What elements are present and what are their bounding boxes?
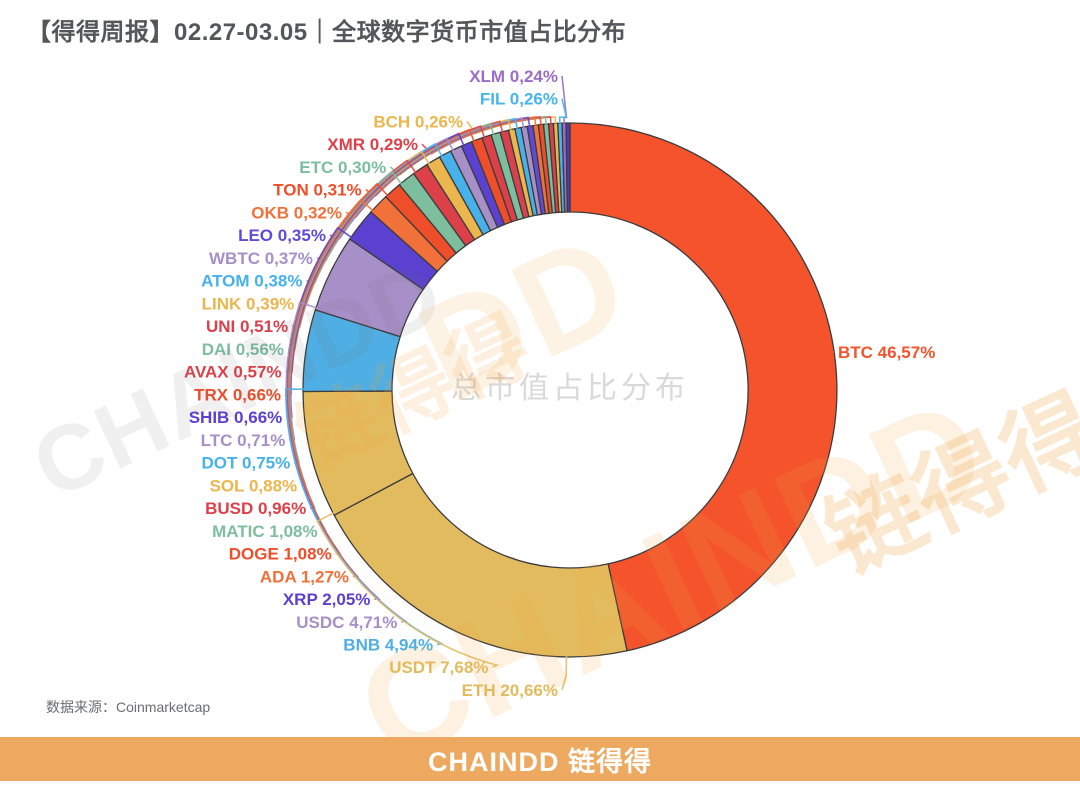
slice-label-DAI: DAI 0,56% xyxy=(202,340,284,359)
slice-label-WBTC: WBTC 0,37% xyxy=(209,249,313,268)
slice-label-SHIB: SHIB 0,66% xyxy=(189,408,283,427)
slice-label-BUSD: BUSD 0,96% xyxy=(205,499,306,518)
slice-label-LEO: LEO 0,35% xyxy=(238,226,326,245)
slice-label-SOL: SOL 0,88% xyxy=(210,476,298,495)
page-title: 【得得周报】02.27-03.05｜全球数字货币市值占比分布 xyxy=(27,12,626,47)
slice-label-LTC: LTC 0,71% xyxy=(201,431,286,450)
slice-label-BTC: BTC 46,57% xyxy=(838,343,935,362)
slice-label-UNI: UNI 0,51% xyxy=(206,317,288,336)
slice-label-TRX: TRX 0,66% xyxy=(194,385,281,404)
chaindd-logo: CHAINDD 链得得 xyxy=(428,740,652,779)
slice-label-DOGE: DOGE 1,08% xyxy=(229,545,332,564)
slice-label-DOT: DOT 0,75% xyxy=(201,454,290,473)
slice-label-XLM: XLM 0,24% xyxy=(469,67,558,86)
slice-label-ADA: ADA 1,27% xyxy=(260,567,349,586)
slice-label-ATOM: ATOM 0,38% xyxy=(201,272,302,291)
market-cap-donut-chart: XLM 0,24% FIL 0,26% BCH 0,26% XMR 0,29% ETC … xyxy=(0,0,1080,736)
data-source-note: 数据来源：Coinmarketcap xyxy=(46,697,210,717)
slice-label-TON: TON 0,31% xyxy=(273,181,362,200)
slice-label-MATIC: MATIC 1,08% xyxy=(212,522,318,541)
slice-label-FIL: FIL 0,26% xyxy=(480,90,558,109)
slice-label-XMR: XMR 0,29% xyxy=(327,135,418,154)
slice-label-AVAX: AVAX 0,57% xyxy=(184,363,282,382)
slice-label-USDC: USDC 4,71% xyxy=(296,613,397,632)
slice-label-BCH: BCH 0,26% xyxy=(373,112,463,131)
donut-center-title: 总市值占比分布 xyxy=(451,372,689,405)
slice-label-OKB: OKB 0,32% xyxy=(251,203,342,222)
slice-label-USDT: USDT 7,68% xyxy=(389,658,488,677)
pie-slice-others[interactable] xyxy=(566,123,570,212)
slice-label-XRP: XRP 2,05% xyxy=(283,590,371,609)
slice-label-BNB: BNB 4,94% xyxy=(343,636,433,655)
slice-label-LINK: LINK 0,39% xyxy=(202,294,295,313)
slice-label-ETH: ETH 20,66% xyxy=(462,681,558,700)
footer-brand-bar: CHAINDD 链得得 xyxy=(0,737,1080,781)
leader-line-ETH xyxy=(562,656,567,690)
slice-label-ETC: ETC 0,30% xyxy=(299,158,386,177)
